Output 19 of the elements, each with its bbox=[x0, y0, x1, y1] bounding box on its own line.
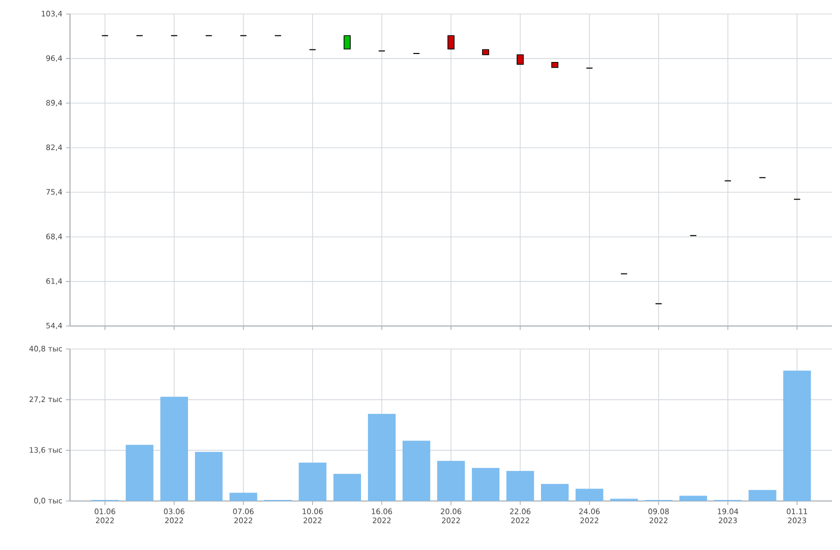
bar bbox=[160, 396, 188, 501]
bar bbox=[472, 468, 500, 501]
bar bbox=[298, 462, 326, 501]
bar bbox=[679, 496, 708, 501]
candlestick bbox=[344, 35, 351, 50]
bar bbox=[576, 488, 604, 501]
bar bbox=[333, 474, 362, 501]
bar bbox=[783, 370, 811, 501]
candlestick bbox=[516, 54, 524, 65]
candlestick bbox=[447, 35, 455, 50]
bar bbox=[540, 484, 569, 501]
bar bbox=[230, 492, 258, 501]
bar bbox=[368, 414, 396, 501]
bar bbox=[748, 490, 776, 501]
bar bbox=[437, 460, 465, 501]
bar bbox=[194, 452, 223, 501]
bar bbox=[126, 444, 154, 501]
bar bbox=[402, 440, 430, 501]
bar bbox=[506, 470, 534, 501]
